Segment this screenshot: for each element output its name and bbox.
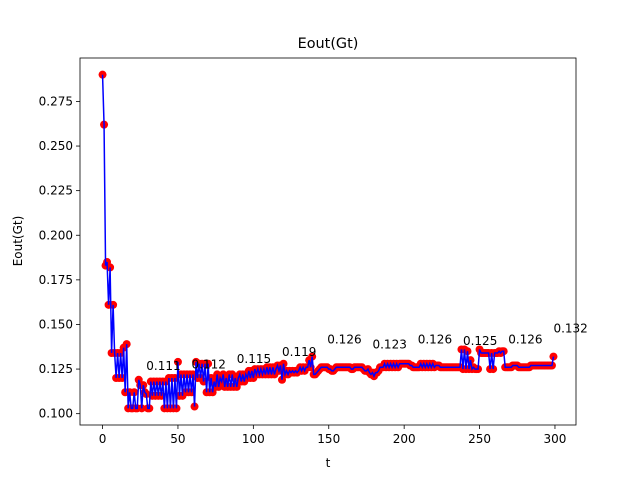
- plot-frame: [79, 57, 577, 426]
- x-tick-label: 100: [242, 432, 265, 446]
- annotation: 0.111: [146, 359, 180, 373]
- annotation: 0.132: [553, 322, 587, 336]
- y-tick-label: 0.200: [39, 228, 73, 242]
- x-tick-label: 150: [317, 432, 340, 446]
- y-tick-label: 0.150: [39, 317, 73, 331]
- x-tick-label: 250: [468, 432, 491, 446]
- x-tick-label: 50: [170, 432, 185, 446]
- line: [101, 74, 555, 410]
- annotation: 0.112: [192, 357, 226, 371]
- y-tick-label: 0.225: [39, 184, 73, 198]
- y-tick-label: 0.100: [39, 407, 73, 421]
- chart-title: Eout(Gt): [298, 36, 359, 52]
- annotation: 0.119: [282, 345, 316, 359]
- y-tick-label: 0.175: [39, 273, 73, 287]
- y-axis-label: Eout(Gt): [11, 216, 25, 267]
- y-tick-label: 0.250: [39, 139, 73, 153]
- annotation: 0.125: [463, 334, 497, 348]
- annotation: 0.126: [418, 332, 452, 346]
- x-tick-label: 200: [393, 432, 416, 446]
- x-axis-label: t: [326, 456, 331, 470]
- y-tick-label: 0.125: [39, 362, 73, 376]
- annotation: 0.126: [508, 332, 542, 346]
- x-tick-label: 0: [99, 432, 107, 446]
- x-tick-label: 300: [544, 432, 567, 446]
- y-tick-label: 0.275: [39, 94, 73, 108]
- annotation: 0.115: [237, 352, 271, 366]
- annotation: 0.126: [327, 332, 361, 346]
- annotation: 0.123: [372, 338, 406, 352]
- point: [549, 352, 558, 361]
